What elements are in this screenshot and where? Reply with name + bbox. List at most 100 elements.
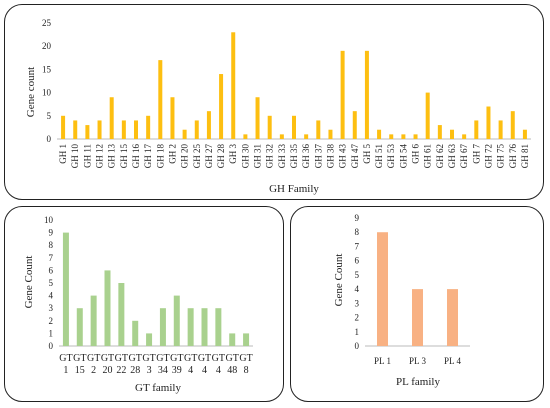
pl-y-tick-label: 6	[355, 256, 360, 266]
gh-x-tick-label: GH 62	[435, 144, 445, 168]
gh-bar	[437, 125, 442, 139]
gh-x-tick-label: GH 76	[508, 144, 518, 169]
pl-y-axis-label: Gene Count	[333, 254, 345, 307]
gh-bar	[97, 120, 102, 139]
gh-x-tick-label: GH 1	[58, 144, 68, 164]
gh-x-tick-label: GH 11	[82, 144, 92, 168]
gt-x-tick-label: GT	[59, 353, 72, 364]
gh-x-tick-label: GH 75	[496, 144, 506, 169]
gt-y-axis-label: Gene Count	[23, 256, 35, 309]
gh-bar	[279, 134, 284, 139]
pl-y-tick-label: 7	[355, 241, 360, 251]
pl-y-tick-label: 8	[355, 227, 360, 237]
gt-y-tick-label: 6	[49, 265, 54, 275]
gt-x-tick-label: GT	[129, 353, 142, 364]
gt-chart: Gene Count GT family 012345678910GT1GT15…	[23, 215, 253, 394]
gh-y-tick-label: 5	[47, 111, 52, 121]
gt-x-tick-label: 4	[202, 365, 207, 376]
gt-x-tick-label: 15	[75, 365, 85, 376]
gh-bar	[486, 106, 491, 139]
gt-y-tick-label: 7	[49, 253, 54, 263]
gh-bar	[182, 129, 187, 139]
gh-x-tick-label: GH 16	[131, 144, 141, 169]
pl-y-tick-label: 2	[355, 313, 360, 323]
gh-bar	[146, 115, 151, 139]
gt-y-tick-label: 10	[44, 215, 54, 225]
gh-bar	[61, 115, 66, 139]
gt-x-tick-label: 22	[116, 365, 126, 376]
gh-x-tick-label: GH 47	[350, 144, 360, 169]
gt-y-tick-label: 0	[49, 341, 54, 351]
gt-bar	[243, 333, 250, 346]
gt-x-tick-label: 4	[188, 365, 193, 376]
gh-bar	[389, 134, 394, 139]
pl-x-tick-label: PL 4	[444, 356, 461, 366]
gt-x-tick-label: GT	[101, 353, 114, 364]
pl-x-axis-label: PL family	[396, 376, 440, 388]
gt-bar	[173, 295, 180, 346]
gh-bar	[425, 92, 430, 139]
gh-x-tick-label: GH 7	[471, 144, 481, 164]
gt-bar	[146, 333, 153, 346]
gt-x-tick-label: 28	[130, 365, 140, 376]
pl-x-tick-label: PL 1	[374, 356, 391, 366]
pl-bar	[447, 289, 458, 346]
gh-x-tick-label: GH 31	[253, 144, 263, 168]
gh-x-tick-label: GH 72	[483, 144, 493, 168]
gh-bar	[243, 134, 248, 139]
gh-y-tick-label: 25	[42, 18, 52, 28]
gh-x-tick-label: GH 17	[143, 144, 153, 169]
gh-bar	[292, 115, 296, 139]
gt-x-tick-label: 4	[216, 365, 221, 376]
gt-bar	[229, 333, 236, 346]
gh-x-tick-label: GH 38	[325, 144, 335, 169]
gt-bar	[187, 308, 194, 346]
pl-chart: Gene Count PL family 0 1 2 3 4 5 6 7 8 9 PL 1 PL 3 P…	[333, 213, 470, 388]
gh-x-tick-label: GH 28	[216, 144, 226, 169]
gh-x-tick-label: GH 5	[362, 144, 372, 164]
gh-x-tick-label: GH 53	[386, 144, 396, 169]
gh-y-tick-label: 0	[47, 134, 52, 144]
gt-x-tick-label: 48	[227, 365, 237, 376]
gt-bar	[90, 295, 97, 346]
gh-bar	[474, 120, 479, 139]
gh-x-axis-label: GH Family	[269, 183, 319, 195]
gh-bar	[158, 60, 163, 140]
gh-x-tick-label: GH 37	[313, 144, 323, 169]
gh-bar	[401, 134, 406, 139]
gt-x-tick-label: GT	[212, 353, 225, 364]
gt-y-tick-label: 4	[49, 291, 54, 301]
gh-x-tick-label: GH 36	[301, 144, 311, 169]
pl-y-tick-label: 9	[355, 213, 360, 223]
pl-y-tick-label: 1	[355, 327, 360, 337]
gh-x-tick-label: GH 30	[240, 144, 250, 169]
gt-x-tick-label: GT	[87, 353, 100, 364]
gt-bar	[62, 232, 69, 346]
pl-y-tick-label: 0	[355, 341, 360, 351]
gh-bar	[231, 32, 236, 139]
gh-x-tick-label: GH 35	[289, 144, 299, 169]
gh-bar	[73, 120, 78, 139]
gt-y-tick-label: 9	[49, 228, 54, 238]
gh-bar	[364, 50, 369, 140]
gt-bar	[132, 320, 139, 346]
pl-y-tick-label: 4	[355, 284, 360, 294]
gh-x-tick-label: GH 33	[277, 144, 287, 169]
gh-bar	[85, 125, 90, 139]
gh-bar	[377, 129, 382, 139]
gh-x-tick-label: GH 43	[338, 144, 348, 169]
gt-y-tick-label: 8	[49, 240, 54, 250]
gh-x-tick-label: GH 15	[119, 144, 129, 169]
gt-x-tick-label: 39	[172, 365, 182, 376]
gh-x-tick-label: GH 12	[95, 144, 105, 168]
gh-family-panel	[4, 4, 544, 200]
gt-x-tick-label: GT	[226, 353, 239, 364]
gt-bar	[76, 308, 83, 346]
gt-x-tick-label: GT	[170, 353, 183, 364]
gh-x-tick-label: GH 51	[374, 144, 384, 168]
gh-bar	[109, 97, 114, 139]
gh-bar	[121, 120, 126, 139]
gh-chart: Gene count GH Family 0 5 10 15 20 25 GH 1 GH 10…	[25, 18, 531, 195]
gh-bar	[462, 134, 467, 139]
